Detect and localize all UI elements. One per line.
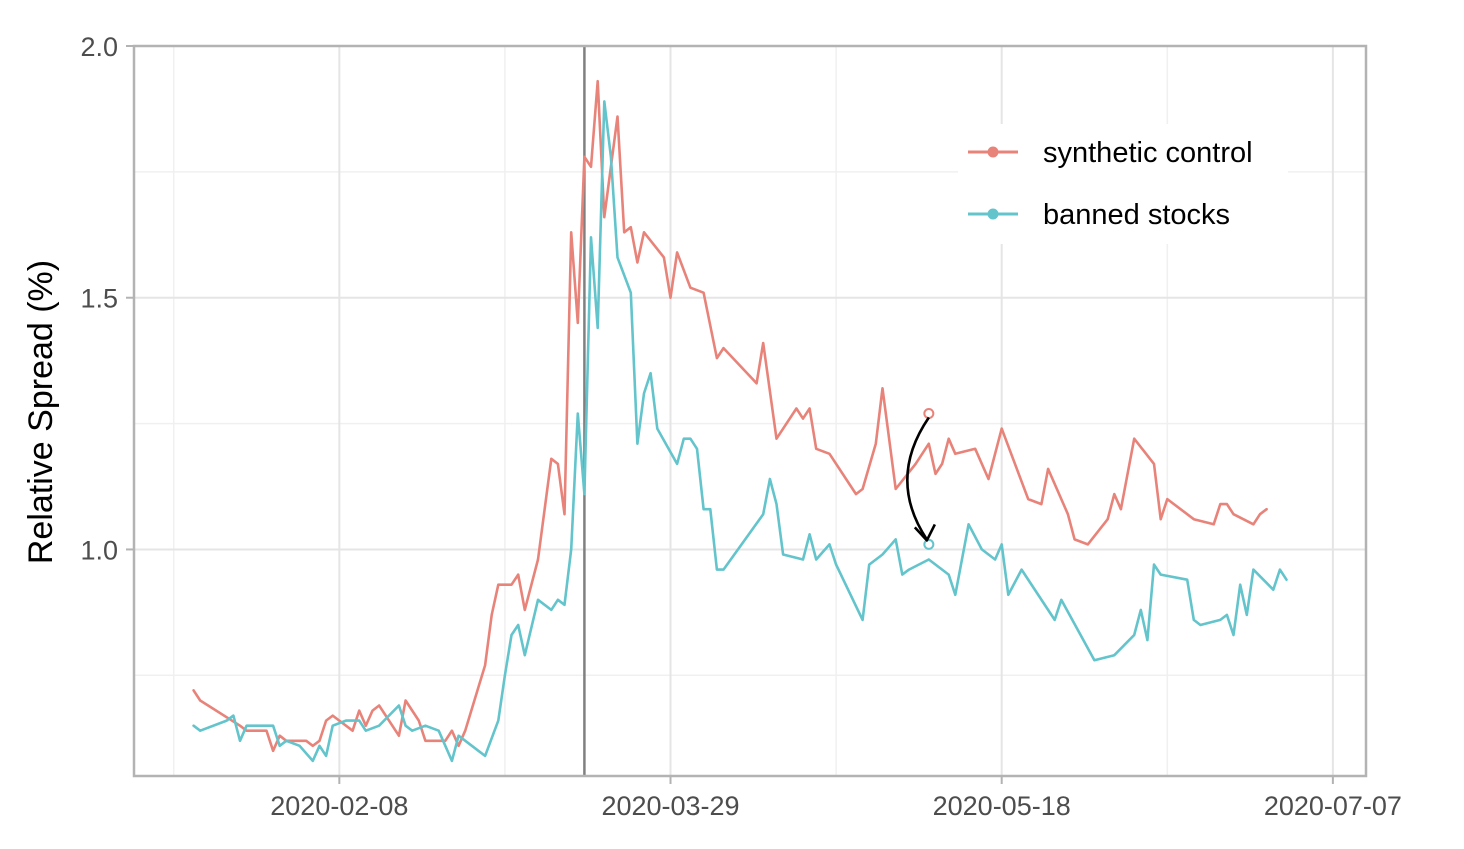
tick-labels: 2020-02-08 2020-03-29 2020-05-18 2020-07-07…: [80, 32, 1401, 821]
series-line: [192, 100, 1288, 763]
series-line: [192, 79, 1268, 753]
annotation: [906, 408, 937, 550]
y-tick-label: 1.5: [80, 284, 118, 314]
series-group: [192, 79, 1288, 763]
legend-label: synthetic control: [1043, 137, 1253, 169]
y-tick-label: 1.0: [80, 535, 118, 565]
annotation-start-point: [923, 408, 935, 420]
legend-item: banned stocks: [968, 199, 1230, 231]
legend-label: banned stocks: [1043, 199, 1230, 231]
series-banned-stocks: [192, 100, 1288, 763]
panel-border: [132, 44, 1368, 778]
legend-swatch-point: [987, 208, 999, 220]
y-axis-title: Relative Spread (%): [22, 260, 60, 564]
legend-swatch-point: [987, 146, 999, 158]
series-synthetic-control: [192, 79, 1268, 753]
legend-item: synthetic control: [968, 137, 1253, 169]
axes-frame: [132, 44, 1368, 778]
annotation-end-point: [923, 538, 935, 550]
x-tick-label: 2020-05-18: [933, 791, 1071, 821]
y-tick-label: 2.0: [80, 32, 118, 62]
legend-background: [958, 124, 1288, 244]
x-tick-label: 2020-03-29: [601, 791, 739, 821]
x-tick-label: 2020-07-07: [1264, 791, 1402, 821]
legend: synthetic control banned stocks: [958, 124, 1288, 244]
annotation-arrow: [906, 416, 930, 541]
x-tick-label: 2020-02-08: [270, 791, 408, 821]
annotation-arrowhead: [913, 523, 937, 542]
